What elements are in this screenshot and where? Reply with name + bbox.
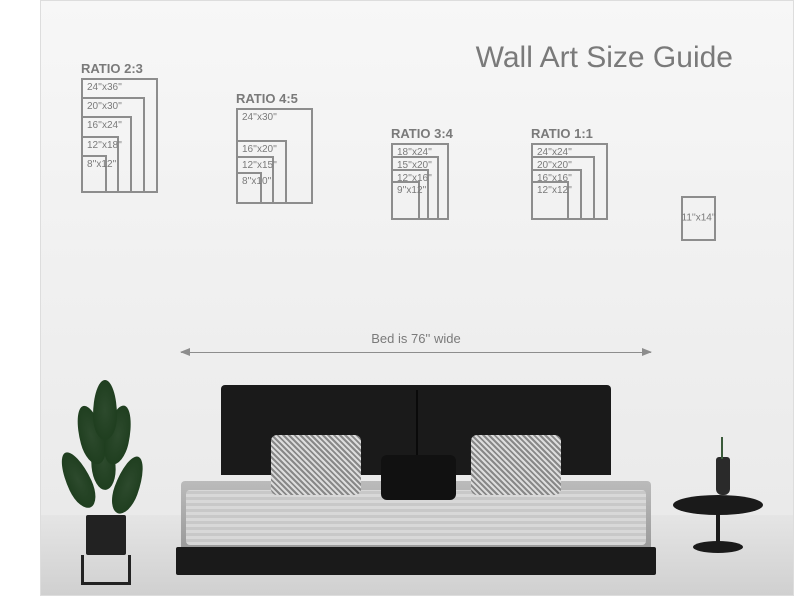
bed-frame <box>176 547 656 575</box>
size-label: 8''x10'' <box>242 176 271 187</box>
ratio-label: RATIO 2:3 <box>81 61 158 76</box>
ratio-group: RATIO 3:418''x24''15''x20''12''x16''9''x… <box>391 126 453 220</box>
size-label: 12''x15'' <box>242 160 277 171</box>
bed <box>181 385 651 575</box>
ratio-group: RATIO 1:124''x24''20''x20''16''x16''12''… <box>531 126 608 220</box>
size-label: 9''x12'' <box>397 185 426 196</box>
size-label: 16''x20'' <box>242 144 277 155</box>
size-label: 11''x14'' <box>682 213 716 224</box>
ratio-label: RATIO 1:1 <box>531 126 608 141</box>
pillow-accent <box>381 455 456 500</box>
size-label: 12''x18'' <box>87 140 122 151</box>
guide-canvas: Wall Art Size Guide RATIO 2:3 24''x36'' 20… <box>40 0 794 596</box>
single-frame: 11''x14'' <box>681 196 716 241</box>
ratio-label: RATIO 3:4 <box>391 126 453 141</box>
size-label: 24''x30'' <box>242 112 277 123</box>
bed-width-marker: Bed is 76'' wide <box>181 331 651 353</box>
size-frame: 12''x12'' <box>531 181 569 219</box>
size-frame: 8''x12'' <box>81 155 107 193</box>
size-frame: 8''x10'' <box>236 172 262 204</box>
ratio-group: RATIO 2:3 24''x36'' 20''x30'' 16''x24'' 12''… <box>81 61 158 193</box>
size-label: 20''x30'' <box>87 101 122 112</box>
plant-left <box>61 375 151 555</box>
bed-width-label: Bed is 76'' wide <box>371 331 461 346</box>
size-label: 16''x24'' <box>87 120 122 131</box>
size-frame: 9''x12'' <box>391 181 420 219</box>
size-label: 12''x12'' <box>537 185 572 196</box>
pillow <box>471 435 561 495</box>
pillow <box>271 435 361 495</box>
ratio-label: RATIO 4:5 <box>236 91 313 106</box>
main-title: Wall Art Size Guide <box>476 41 733 75</box>
bed-width-arrow <box>181 352 651 353</box>
side-table <box>673 495 763 545</box>
size-label: 24''x36'' <box>87 82 122 93</box>
ratio-group: RATIO 4:524''x30''16''x20''12''x15''8''x… <box>236 91 313 204</box>
size-label: 8''x12'' <box>87 159 116 170</box>
